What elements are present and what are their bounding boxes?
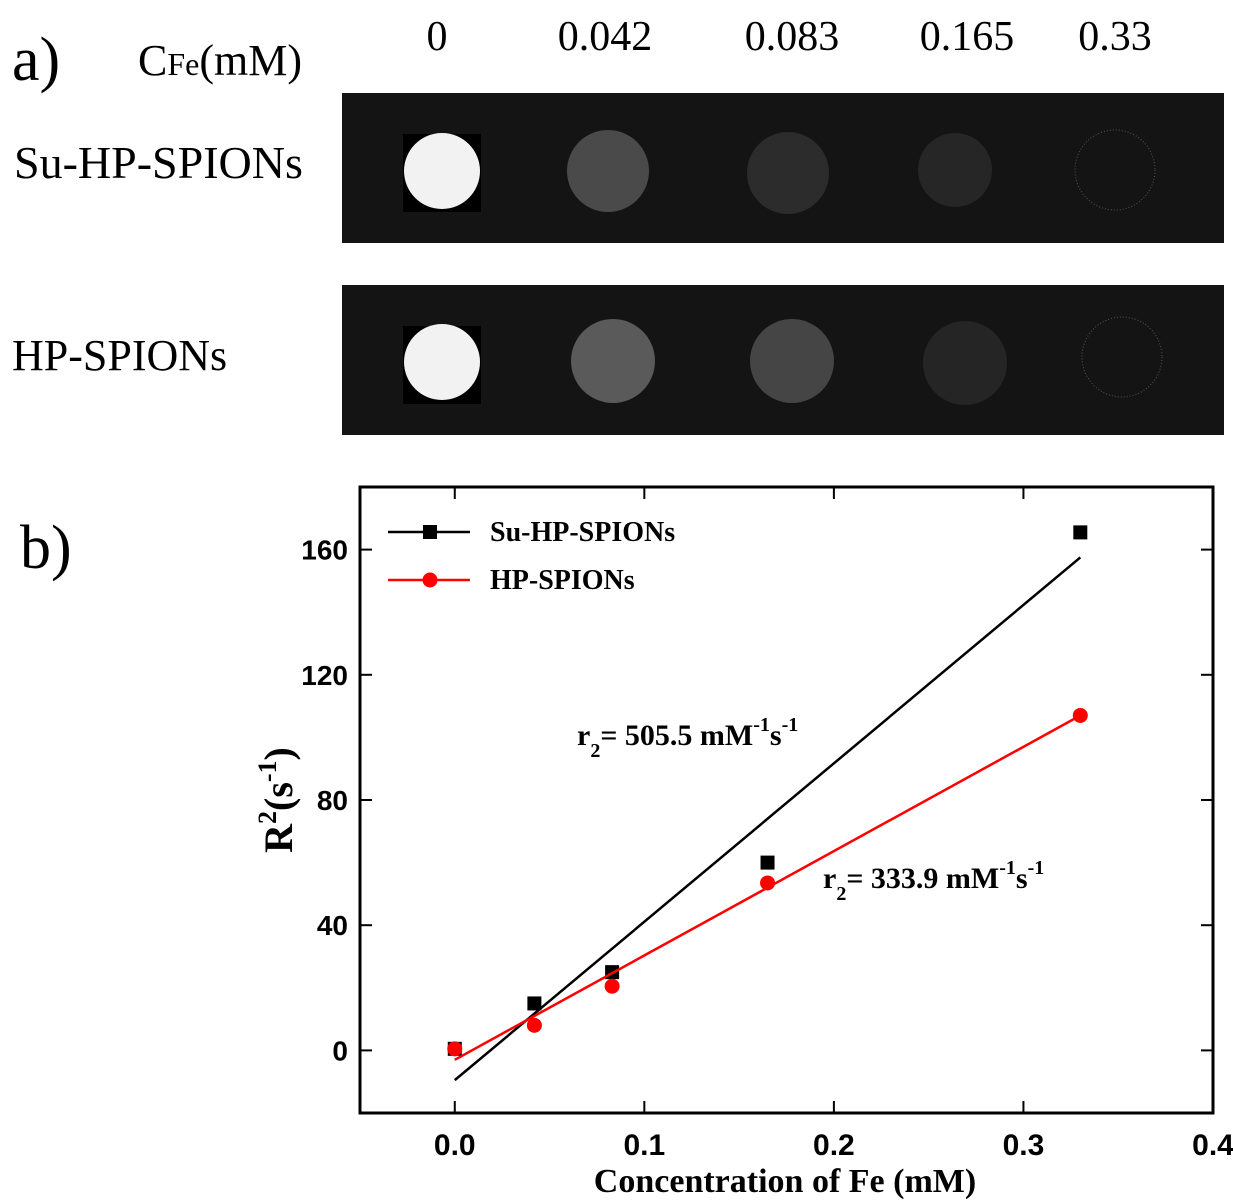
column-label: 0.083 (745, 14, 840, 60)
ann-sup: -1 (1028, 857, 1045, 879)
spot (918, 133, 992, 207)
x-axis-label: Concentration of Fe (mM) (594, 1163, 976, 1200)
y-tick-label: 120 (301, 660, 348, 691)
y-label-sup: 2 (253, 811, 282, 824)
y-tick-label: 40 (317, 910, 348, 941)
ann: s (1016, 862, 1028, 895)
conc-c: C (138, 36, 167, 85)
point (1073, 525, 1087, 539)
x-tick-label: 0.3 (1003, 1129, 1045, 1162)
point (527, 1018, 542, 1033)
legend-marker (423, 573, 438, 588)
column-label: 0.33 (1078, 14, 1152, 60)
spot (750, 319, 834, 403)
point (761, 856, 775, 870)
conc-label: CFe(mM) (138, 36, 302, 85)
row-label: HP-SPIONs (12, 331, 227, 380)
ann: = 333.9 mM (846, 862, 999, 895)
y-tick-label: 80 (317, 785, 348, 816)
point (760, 875, 775, 890)
x-tick-label: 0.0 (434, 1129, 476, 1162)
y-tick-label: 160 (301, 535, 348, 566)
y-label-r: R (256, 823, 301, 853)
x-tick-label: 0.4 (1192, 1129, 1233, 1162)
point (527, 996, 541, 1010)
y-label-close: ) (256, 747, 301, 760)
fit-line (455, 557, 1081, 1080)
spot (571, 319, 655, 403)
annotation: r2= 333.9 mM-1s-1 (823, 857, 1044, 905)
point (605, 979, 620, 994)
figure: a) CFe(mM) 0 0.042 0.083 0.165 0.33 Su-H… (0, 0, 1233, 1200)
point (1073, 708, 1088, 723)
point (447, 1041, 462, 1056)
ann-sup: -1 (999, 857, 1016, 879)
legend-marker (423, 525, 437, 539)
y-axis-label: R2(s-1) (253, 747, 301, 853)
legend-label: HP-SPIONs (490, 565, 635, 596)
y-tick-label: 0 (332, 1035, 348, 1066)
spot (747, 132, 829, 214)
ann: s (770, 719, 782, 752)
spot (567, 130, 649, 212)
spot (404, 133, 480, 209)
ann-sub: 2 (836, 883, 846, 905)
ann-sub: 2 (590, 740, 600, 762)
column-label: 0.165 (920, 14, 1015, 60)
y-label-sup: -1 (253, 760, 282, 782)
plot-frame (360, 487, 1213, 1113)
ann-sup: -1 (782, 714, 799, 736)
ann: r (577, 719, 590, 752)
panel-label: a) (12, 26, 60, 94)
conc-unit: (mM) (199, 36, 302, 85)
column-label: 0.042 (558, 14, 653, 60)
row-label: Su-HP-SPIONs (14, 137, 303, 188)
ann: r (823, 862, 836, 895)
x-tick-label: 0.2 (813, 1129, 855, 1162)
spot (923, 321, 1007, 405)
annotation: r2= 505.5 mM-1s-1 (577, 714, 798, 762)
spot (404, 324, 480, 400)
column-label: 0 (427, 14, 448, 60)
x-tick-label: 0.1 (623, 1129, 665, 1162)
y-label-s: (s (256, 782, 301, 811)
ann: = 505.5 mM (600, 719, 753, 752)
conc-sub: Fe (167, 46, 199, 82)
panel-label: b) (20, 514, 72, 582)
legend-label: Su-HP-SPIONs (490, 517, 675, 548)
ann-sup: -1 (753, 714, 770, 736)
